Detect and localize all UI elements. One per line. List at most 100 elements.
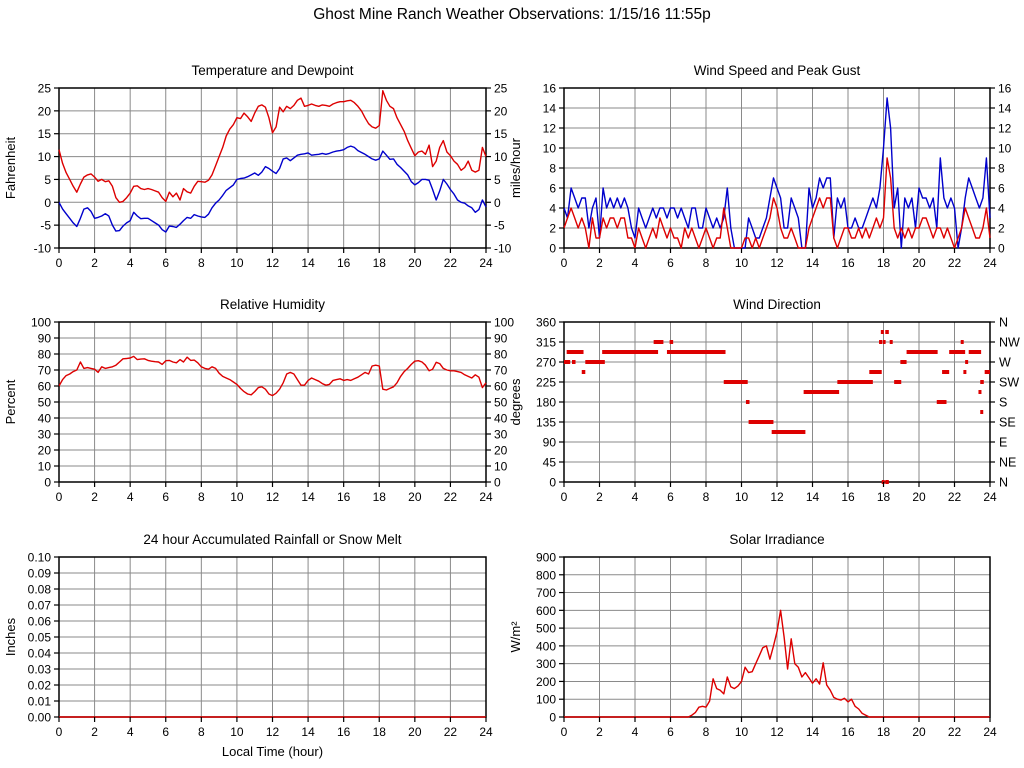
svg-text:600: 600 [536,604,556,618]
svg-text:2: 2 [91,256,98,270]
svg-text:S: S [999,396,1007,410]
svg-text:180: 180 [536,396,556,410]
svg-text:900: 900 [536,551,556,565]
svg-text:22: 22 [444,725,458,739]
svg-text:700: 700 [536,586,556,600]
svg-text:16: 16 [337,490,351,504]
svg-text:NW: NW [999,336,1020,350]
svg-text:12: 12 [770,490,784,504]
svg-text:30: 30 [38,428,52,442]
svg-text:24: 24 [983,256,997,270]
svg-text:60: 60 [494,380,508,394]
svg-text:40: 40 [38,412,52,426]
svg-text:0: 0 [44,196,51,210]
svg-text:30: 30 [494,428,508,442]
svg-text:14: 14 [301,256,315,270]
chart-title: Wind Speed and Peak Gust [694,63,861,78]
svg-text:2: 2 [91,725,98,739]
svg-text:N: N [999,316,1008,330]
chart-title: 24 hour Accumulated Rainfall or Snow Mel… [143,532,401,547]
svg-text:14: 14 [301,725,315,739]
svg-text:4: 4 [632,490,639,504]
svg-text:0.02: 0.02 [28,679,52,693]
svg-text:NE: NE [999,456,1016,470]
svg-text:4: 4 [127,256,134,270]
svg-text:14: 14 [301,490,315,504]
svg-text:45: 45 [543,456,557,470]
svg-text:40: 40 [494,412,508,426]
svg-text:15: 15 [494,127,508,141]
svg-text:12: 12 [998,122,1012,136]
svg-text:18: 18 [877,725,891,739]
svg-text:20: 20 [912,725,926,739]
svg-text:0.05: 0.05 [28,631,52,645]
svg-text:8: 8 [198,725,205,739]
svg-text:4: 4 [998,202,1005,216]
svg-text:24: 24 [983,725,997,739]
svg-text:6: 6 [162,490,169,504]
svg-text:10: 10 [494,460,508,474]
svg-text:70: 70 [494,364,508,378]
svg-text:0.08: 0.08 [28,583,52,597]
svg-text:20: 20 [408,725,422,739]
chart-temperature-dewpoint: Temperature and Dewpoint Fahrenheit -10 -… [0,50,520,294]
svg-text:0: 0 [549,711,556,725]
svg-text:90: 90 [543,436,557,450]
svg-text:4: 4 [127,725,134,739]
svg-text:12: 12 [266,490,280,504]
svg-text:W: W [999,356,1011,370]
svg-text:10: 10 [38,150,52,164]
svg-text:20: 20 [408,256,422,270]
svg-text:2: 2 [596,256,603,270]
page-title: Ghost Mine Ranch Weather Observations: 1… [313,6,711,23]
svg-text:0.09: 0.09 [28,567,52,581]
svg-text:18: 18 [877,256,891,270]
svg-text:12: 12 [266,725,280,739]
svg-text:8: 8 [198,490,205,504]
svg-text:12: 12 [266,256,280,270]
svg-text:10: 10 [230,725,244,739]
svg-text:-10: -10 [494,242,512,256]
svg-text:0: 0 [549,242,556,256]
svg-text:22: 22 [948,256,962,270]
y-axis-label: Fahrenheit [3,137,18,200]
svg-text:360: 360 [536,316,556,330]
svg-text:0: 0 [561,490,568,504]
svg-text:14: 14 [543,102,557,116]
svg-text:2: 2 [91,490,98,504]
svg-text:6: 6 [667,490,674,504]
svg-text:8: 8 [703,490,710,504]
chart-title: Temperature and Dewpoint [191,63,353,78]
y-axis-label: Inches [3,617,18,656]
svg-text:50: 50 [38,396,52,410]
plot-area-temperature-dewpoint: Temperature and Dewpoint Fahrenheit -10 -… [3,63,512,270]
svg-text:20: 20 [912,256,926,270]
svg-text:270: 270 [536,356,556,370]
svg-text:6: 6 [998,182,1005,196]
svg-text:0: 0 [494,196,501,210]
y-axis-label: W/m² [508,621,523,653]
svg-text:8: 8 [703,725,710,739]
svg-text:5: 5 [494,173,501,187]
svg-text:14: 14 [998,102,1012,116]
svg-text:18: 18 [373,725,387,739]
svg-text:0: 0 [56,256,63,270]
svg-text:10: 10 [735,490,749,504]
svg-text:24: 24 [479,256,493,270]
svg-text:15: 15 [38,127,52,141]
svg-text:20: 20 [912,490,926,504]
svg-text:6: 6 [667,725,674,739]
svg-text:10: 10 [998,142,1012,156]
svg-text:12: 12 [543,122,557,136]
svg-text:0.00: 0.00 [28,711,52,725]
svg-text:24: 24 [983,490,997,504]
chart-title: Relative Humidity [220,297,325,312]
svg-text:0: 0 [494,476,501,490]
svg-text:24: 24 [479,725,493,739]
svg-text:90: 90 [494,332,508,346]
chart-solar-irradiance: Solar Irradiance W/m² 0 100 200 300 400 500 60… [505,519,1024,768]
x-axis-label: Local Time (hour) [222,744,323,759]
svg-text:2: 2 [549,222,556,236]
svg-text:SW: SW [999,376,1019,390]
svg-text:20: 20 [38,104,52,118]
